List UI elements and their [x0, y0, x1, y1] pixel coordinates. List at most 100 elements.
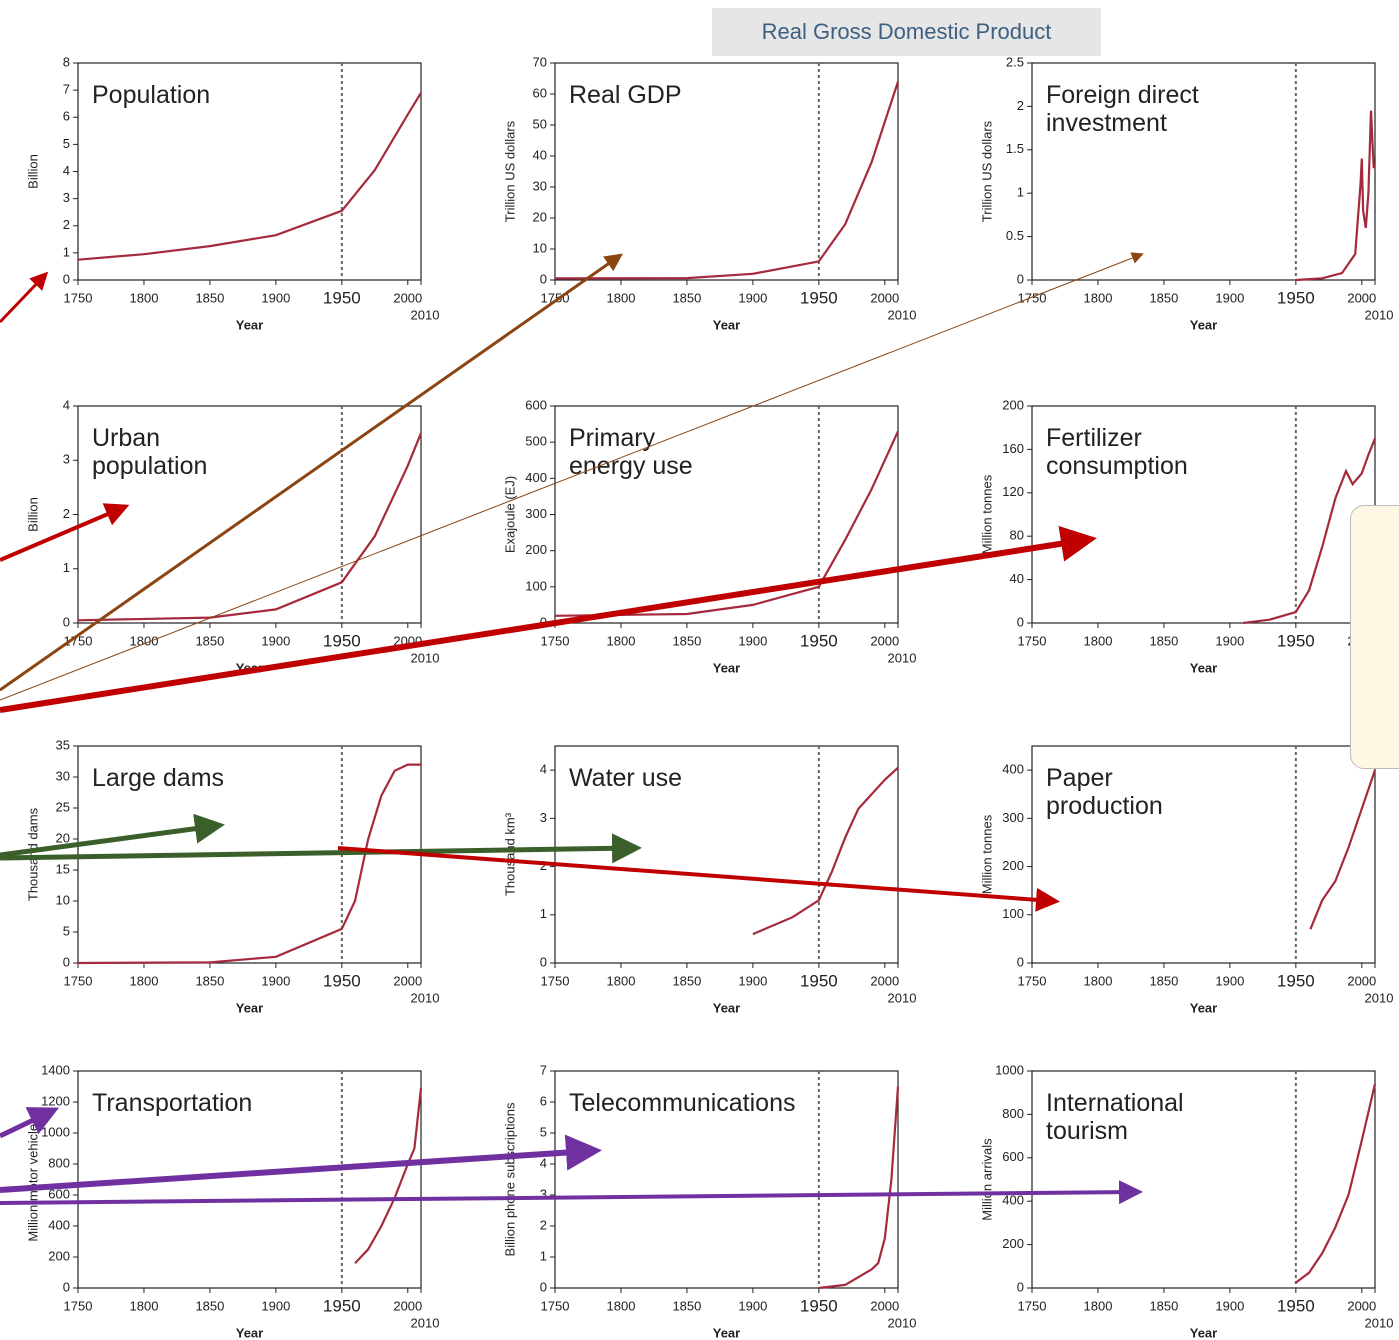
y-tick-label: 2 — [63, 506, 70, 521]
x-axis-label: Year — [236, 1325, 263, 1340]
y-tick-label: 200 — [1002, 858, 1024, 873]
chart-title: Fertilizer — [1046, 424, 1142, 452]
y-tick-label: 600 — [48, 1186, 70, 1201]
chart-title: Urban — [92, 424, 160, 452]
y-tick-label: 10 — [56, 892, 70, 907]
y-tick-label: 200 — [1002, 1236, 1024, 1251]
x-axis-label: Year — [236, 1000, 263, 1015]
y-tick-label: 2 — [63, 217, 70, 232]
x-tick-label: 1850 — [195, 633, 224, 648]
y-tick-label: 0 — [540, 954, 547, 969]
y-tick-label: 500 — [525, 434, 547, 449]
x-tick-label: 2000 — [870, 290, 899, 305]
y-tick-label: 1000 — [41, 1124, 70, 1139]
y-tick-label: 600 — [525, 397, 547, 412]
y-tick-label: 3 — [540, 1186, 547, 1201]
x-axis-label: Year — [236, 317, 263, 332]
y-tick-label: 1.5 — [1006, 141, 1024, 156]
y-tick-label: 50 — [533, 116, 547, 131]
x-tick-label: 1800 — [607, 973, 636, 988]
y-tick-label: 300 — [525, 506, 547, 521]
y-tick-label: 200 — [48, 1248, 70, 1263]
x-tick-label: 1800 — [607, 290, 636, 305]
y-tick-label: 400 — [1002, 1193, 1024, 1208]
x-tick-label: 2010 — [411, 650, 440, 665]
x-tick-label: 1750 — [64, 1298, 93, 1313]
chart-panel: 0200400600800100017501800185019001950200… — [979, 1062, 1393, 1340]
x-tick-label: 1950 — [800, 631, 838, 650]
chart-panel: 0100200300400175018001850190019502000201… — [979, 746, 1393, 1015]
x-tick-label: 2000 — [393, 973, 422, 988]
y-axis-label: Million arrivals — [979, 1138, 994, 1221]
x-tick-label: 1850 — [1149, 1298, 1178, 1313]
chart-panel: 0100200300400500600175018001850190019502… — [502, 397, 916, 675]
chart-title: Paper — [1046, 764, 1113, 792]
y-tick-label: 4 — [63, 397, 70, 412]
y-tick-label: 4 — [63, 163, 70, 178]
y-tick-label: 35 — [56, 737, 70, 752]
y-tick-label: 0 — [63, 614, 70, 629]
x-axis-label: Year — [1190, 317, 1217, 332]
y-tick-label: 100 — [525, 578, 547, 593]
x-tick-label: 1750 — [1018, 1298, 1047, 1313]
y-tick-label: 25 — [56, 799, 70, 814]
x-axis-label: Year — [1190, 660, 1217, 675]
page: 0123456781750180018501900195020002010Pop… — [0, 0, 1399, 1340]
x-tick-label: 1950 — [323, 971, 361, 990]
y-tick-label: 200 — [525, 542, 547, 557]
y-tick-label: 5 — [63, 923, 70, 938]
x-tick-label: 1900 — [1215, 1298, 1244, 1313]
y-tick-label: 0 — [540, 271, 547, 286]
y-tick-label: 1200 — [41, 1093, 70, 1108]
chart-title: Water use — [569, 764, 682, 792]
x-tick-label: 1750 — [64, 973, 93, 988]
x-tick-label: 1800 — [607, 633, 636, 648]
y-tick-label: 100 — [1002, 906, 1024, 921]
x-tick-label: 2010 — [1365, 307, 1394, 322]
y-tick-label: 300 — [1002, 810, 1024, 825]
y-tick-label: 3 — [63, 452, 70, 467]
y-axis-label: Million tonnes — [979, 474, 994, 554]
y-tick-label: 200 — [1002, 397, 1024, 412]
y-axis-label: Million tonnes — [979, 814, 994, 894]
y-tick-label: 15 — [56, 861, 70, 876]
y-tick-label: 5 — [540, 1124, 547, 1139]
chart-title: population — [92, 452, 207, 480]
chart-title: International — [1046, 1089, 1184, 1117]
x-tick-label: 1950 — [1277, 971, 1315, 990]
y-tick-label: 8 — [63, 54, 70, 69]
x-tick-label: 1800 — [130, 633, 159, 648]
x-axis-label: Year — [713, 660, 740, 675]
x-tick-label: 2010 — [411, 990, 440, 1005]
x-tick-label: 2000 — [870, 633, 899, 648]
x-axis-label: Year — [713, 1325, 740, 1340]
x-tick-label: 1900 — [738, 633, 767, 648]
chart-title: investment — [1046, 109, 1167, 137]
x-tick-label: 1950 — [323, 288, 361, 307]
x-tick-label: 1750 — [64, 290, 93, 305]
x-tick-label: 2000 — [870, 973, 899, 988]
y-tick-label: 2 — [1017, 98, 1024, 113]
y-tick-label: 10 — [533, 240, 547, 255]
chart-title: Population — [92, 81, 210, 109]
x-tick-label: 2000 — [1347, 290, 1376, 305]
x-tick-label: 1850 — [1149, 973, 1178, 988]
chart-title: Primary — [569, 424, 656, 452]
y-tick-label: 1 — [63, 560, 70, 575]
x-tick-label: 1750 — [1018, 973, 1047, 988]
x-tick-label: 1750 — [1018, 290, 1047, 305]
y-tick-label: 70 — [533, 54, 547, 69]
chart-panel: 0123456781750180018501900195020002010Pop… — [25, 54, 439, 332]
y-tick-label: 0 — [63, 271, 70, 286]
x-axis-label: Year — [713, 1000, 740, 1015]
x-tick-label: 2000 — [870, 1298, 899, 1313]
y-axis-label: Exajoule (EJ) — [502, 476, 517, 553]
x-tick-label: 1900 — [261, 633, 290, 648]
x-tick-label: 1800 — [607, 1298, 636, 1313]
y-tick-label: 20 — [56, 830, 70, 845]
y-axis-label: Trillion US dollars — [502, 120, 517, 222]
x-tick-label: 1800 — [1084, 1298, 1113, 1313]
x-tick-label: 1900 — [1215, 973, 1244, 988]
